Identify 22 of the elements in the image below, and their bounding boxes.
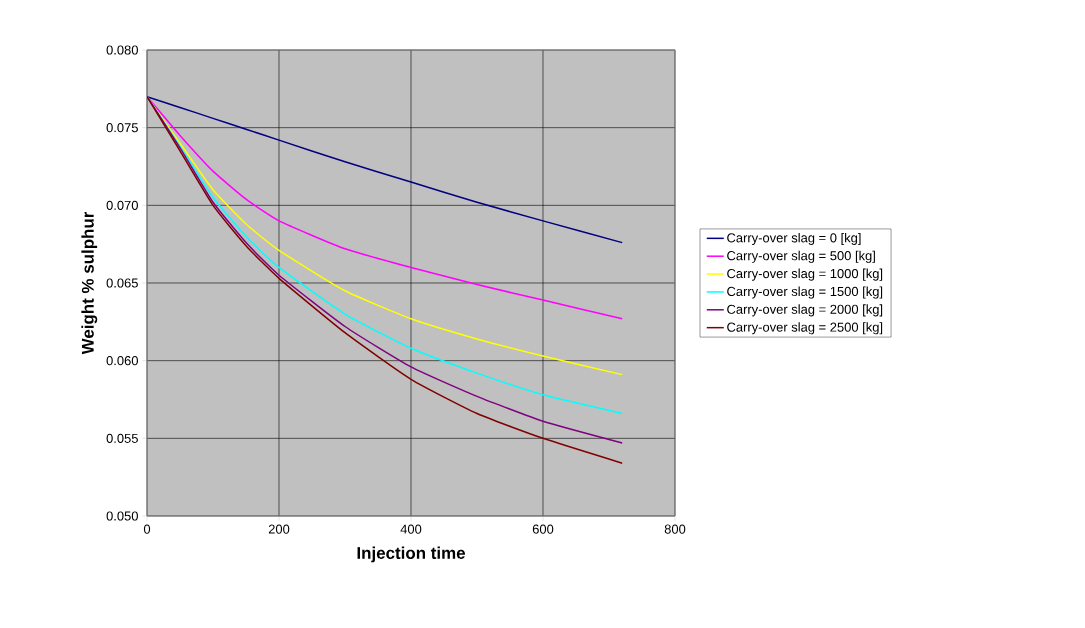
x-tick-label: 800 — [664, 524, 686, 534]
x-tick-label: 400 — [400, 524, 422, 534]
x-tick-label: 600 — [532, 524, 554, 534]
y-tick-label: 0.080 — [106, 45, 138, 55]
line-series — [147, 95, 623, 320]
legend-label: Carry-over slag = 500 [kg] — [727, 250, 875, 263]
y-tick-label: 0.075 — [106, 123, 138, 133]
x-tick-label: 200 — [268, 524, 290, 534]
line-series — [147, 95, 623, 244]
y-tick-label: 0.060 — [106, 356, 138, 366]
y-tick-label: 0.055 — [106, 433, 138, 443]
x-axis-title: Injection time — [357, 546, 465, 563]
y-axis-title: Weight % sulphur — [81, 211, 98, 355]
legend-label: Carry-over slag = 2000 [kg] — [727, 304, 883, 317]
legend-label: Carry-over slag = 1500 [kg] — [727, 286, 883, 299]
y-tick-label: 0.065 — [106, 278, 138, 288]
x-tick-label: 0 — [143, 524, 151, 534]
legend-label: Carry-over slag = 0 [kg] — [727, 232, 861, 245]
y-tick-label: 0.050 — [106, 511, 138, 521]
y-tick-label: 0.070 — [106, 200, 138, 210]
legend-label: Carry-over slag = 2500 [kg] — [727, 322, 883, 335]
legend-label: Carry-over slag = 1000 [kg] — [727, 268, 883, 281]
